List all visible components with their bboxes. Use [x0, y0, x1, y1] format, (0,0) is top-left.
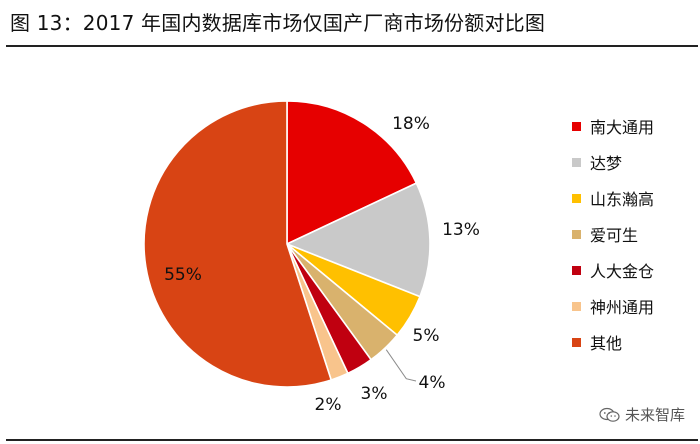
data-label-7: 55% [164, 265, 202, 285]
legend-swatch-7 [572, 337, 581, 347]
legend-item-7: 其他 [572, 324, 698, 360]
legend-swatch-1 [572, 121, 581, 131]
bottom-divider [6, 439, 698, 441]
data-label-2: 13% [442, 220, 480, 240]
title-divider [6, 45, 698, 47]
legend-item-1: 南大通用 [572, 108, 698, 144]
figure-title: 图 13：2017 年国内数据库市场仅国产厂商市场份额对比图 [10, 11, 546, 35]
pie-slices [143, 100, 431, 388]
legend-item-3: 山东瀚高 [572, 180, 698, 216]
data-label-6: 2% [315, 395, 342, 415]
legend-label-6: 神州通用 [590, 298, 655, 317]
pie-slice-2 [284, 182, 431, 298]
legend-swatch-3 [572, 193, 581, 203]
legend-swatch-6 [572, 301, 581, 311]
legend-label-1: 南大通用 [590, 118, 655, 137]
legend-item-2: 达梦 [572, 144, 698, 180]
data-label-4: 4% [419, 373, 446, 393]
pie-slice-1 [286, 100, 418, 246]
legend-label-4: 爱可生 [590, 226, 639, 245]
legend-swatch-4 [572, 229, 581, 239]
watermark-text: 未来智库 [625, 406, 686, 424]
data-labels: 18% 13% 5% 4% 3% 2% 55% [164, 114, 480, 415]
legend-item-6: 神州通用 [572, 288, 698, 324]
legend-label-2: 达梦 [590, 154, 623, 173]
pie-slice-7 [143, 100, 333, 388]
legend-swatch-2 [572, 157, 581, 167]
data-label-1: 18% [392, 114, 430, 134]
data-label-5: 3% [361, 384, 388, 404]
data-label-3: 5% [413, 326, 440, 346]
leader-line-4 [385, 349, 417, 382]
legend: 南大通用达梦山东瀚高爱可生人大金仓神州通用其他 [572, 108, 698, 360]
wechat-icon [599, 407, 620, 422]
watermark: 未来智库 [599, 404, 685, 425]
legend-item-4: 爱可生 [572, 216, 698, 252]
legend-label-5: 人大金仓 [590, 262, 655, 281]
legend-label-3: 山东瀚高 [590, 190, 655, 209]
legend-label-7: 其他 [590, 334, 623, 353]
legend-swatch-5 [572, 265, 581, 275]
label-leader-lines [385, 349, 417, 382]
legend-item-5: 人大金仓 [572, 252, 698, 288]
